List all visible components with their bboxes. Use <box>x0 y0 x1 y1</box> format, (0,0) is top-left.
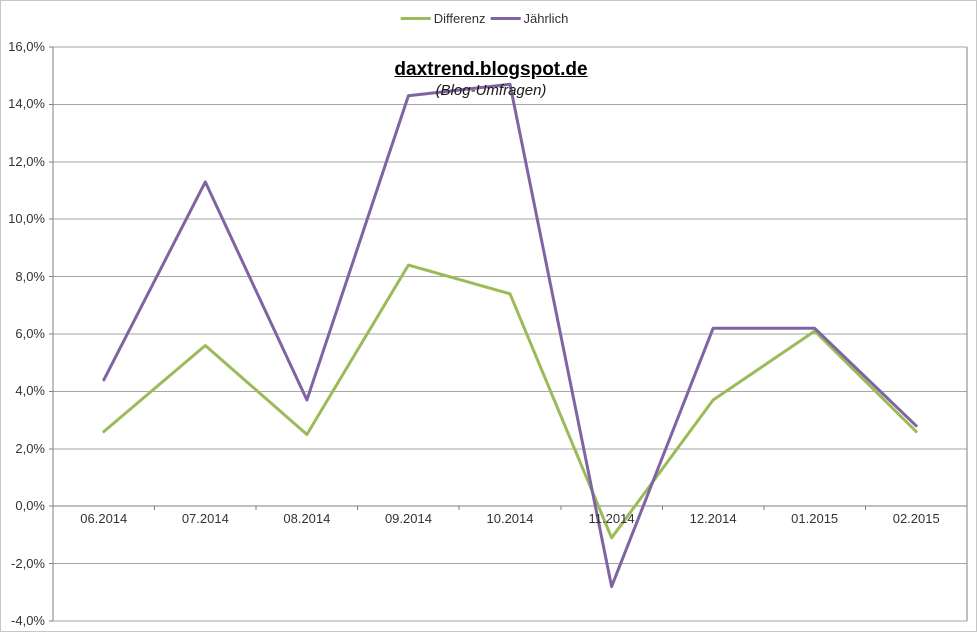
chart-legend: Differenz Jährlich <box>400 11 574 26</box>
chart-title: daxtrend.blogspot.de <box>394 59 588 80</box>
legend-item-differenz: Differenz <box>400 11 486 26</box>
chart-title-block: daxtrend.blogspot.de (Blog-Umfragen) <box>394 59 587 99</box>
legend-line-swatch-jaehrlich <box>490 17 521 20</box>
legend-label-jaehrlich: Jährlich <box>523 11 569 26</box>
chart-subtitle: (Blog-Umfragen) <box>435 82 547 99</box>
legend-label-differenz: Differenz <box>433 11 486 26</box>
legend-item-jaehrlich: Jährlich <box>490 11 569 26</box>
legend-line-swatch-differenz <box>400 17 431 20</box>
